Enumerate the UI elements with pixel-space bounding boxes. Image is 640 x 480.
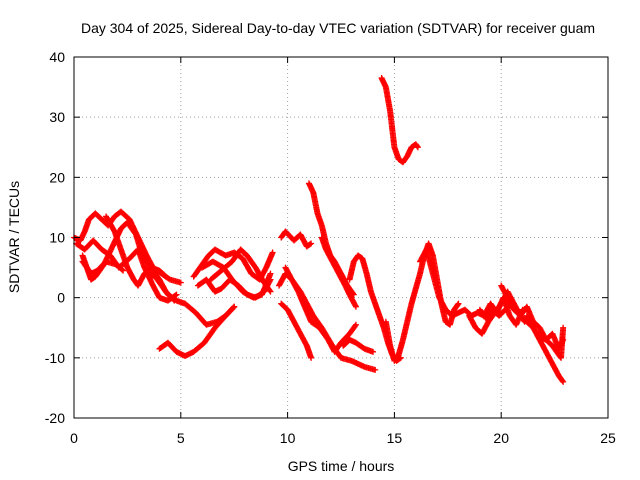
x-tick-label: 0 bbox=[70, 430, 78, 446]
series-arc-15 bbox=[282, 264, 379, 373]
data-point bbox=[230, 304, 237, 311]
data-point bbox=[370, 348, 377, 355]
data-point bbox=[308, 354, 315, 361]
y-tick-label: 30 bbox=[49, 109, 65, 125]
y-tick-label: -20 bbox=[45, 410, 65, 426]
data-points bbox=[71, 75, 567, 385]
y-tick-label: 20 bbox=[49, 169, 65, 185]
x-tick-label: 15 bbox=[387, 430, 403, 446]
data-point bbox=[352, 322, 359, 329]
data-point bbox=[352, 303, 359, 310]
x-tick-label: 5 bbox=[177, 430, 185, 446]
data-point bbox=[120, 267, 127, 274]
series-arc-10 bbox=[199, 258, 274, 301]
series-arc-13 bbox=[278, 300, 315, 361]
y-tick-label: 0 bbox=[57, 290, 65, 306]
data-point bbox=[162, 273, 169, 280]
data-point bbox=[269, 249, 276, 256]
data-point bbox=[454, 301, 461, 308]
series-arc-21 bbox=[378, 75, 421, 166]
series-arc-14 bbox=[278, 228, 315, 250]
data-point bbox=[560, 378, 567, 385]
data-point bbox=[119, 266, 126, 273]
data-point bbox=[267, 288, 274, 295]
data-point bbox=[560, 324, 567, 331]
series-arc-18 bbox=[340, 336, 377, 355]
x-axis-label: GPS time / hours bbox=[288, 458, 395, 474]
series-arc-7 bbox=[156, 303, 238, 360]
series-arc-19 bbox=[346, 252, 404, 364]
series-arc-17 bbox=[318, 234, 359, 310]
data-point bbox=[161, 272, 168, 279]
data-point bbox=[307, 241, 314, 248]
series-arc-11 bbox=[207, 246, 274, 295]
data-point bbox=[455, 300, 462, 307]
data-point bbox=[352, 321, 359, 328]
data-point bbox=[372, 366, 379, 373]
data-point bbox=[414, 143, 421, 150]
data-point bbox=[414, 144, 421, 151]
chart-title: Day 304 of 2025, Sidereal Day-to-day VTE… bbox=[81, 20, 595, 36]
data-point bbox=[559, 377, 566, 384]
series-arc-5 bbox=[103, 213, 169, 289]
data-point bbox=[266, 287, 273, 294]
data-point bbox=[521, 318, 528, 325]
series-arc-25 bbox=[523, 312, 567, 361]
grid-lines bbox=[74, 57, 608, 418]
series-arc-26 bbox=[476, 300, 528, 325]
data-point bbox=[177, 279, 184, 286]
y-axis-label: SDTVAR / TECUs bbox=[6, 181, 22, 293]
x-tick-label: 10 bbox=[280, 430, 296, 446]
series-arc-4 bbox=[79, 258, 127, 277]
y-tick-label: -10 bbox=[45, 350, 65, 366]
data-point bbox=[267, 270, 274, 277]
series-arc-8 bbox=[190, 246, 276, 283]
data-point bbox=[173, 291, 180, 298]
data-point bbox=[520, 317, 527, 324]
x-tick-label: 20 bbox=[493, 430, 509, 446]
x-tick-label: 25 bbox=[600, 430, 616, 446]
y-tick-label: 10 bbox=[49, 230, 65, 246]
data-point bbox=[231, 303, 238, 310]
data-point bbox=[308, 240, 315, 247]
axis-ticks: 0 5 10 15 20 25 -20 -10 0 10 20 30 40 bbox=[45, 49, 616, 446]
y-tick-label: 40 bbox=[49, 49, 65, 65]
